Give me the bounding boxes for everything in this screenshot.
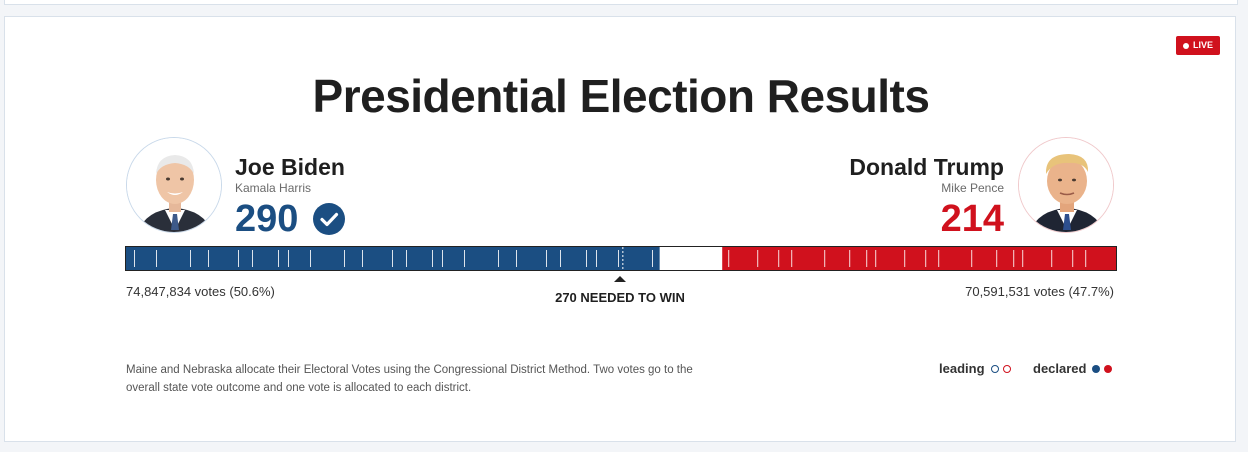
declared-red-dot-icon	[1104, 364, 1113, 373]
right-electoral-votes: 214	[940, 198, 1004, 240]
declared-blue-dot-icon	[1092, 364, 1101, 373]
state-divider	[996, 250, 998, 267]
state-divider	[190, 250, 191, 267]
state-divider	[238, 250, 239, 267]
win-threshold-label: 270 NEEDED TO WIN	[555, 290, 685, 305]
live-badge: LIVE	[1176, 36, 1220, 55]
state-divider	[516, 250, 517, 267]
candidate-photo-icon	[127, 138, 221, 232]
right-running-mate: Mike Pence	[941, 181, 1004, 195]
leading-red-dot-icon	[1002, 364, 1011, 373]
state-divider	[208, 250, 209, 267]
state-divider	[498, 250, 499, 267]
state-divider	[344, 250, 345, 267]
biden-avatar	[126, 137, 222, 233]
state-divider	[546, 250, 547, 267]
state-divider	[728, 250, 730, 267]
legend-declared-label: declared	[1033, 361, 1087, 376]
winner-check-icon	[313, 203, 345, 235]
footnote: Maine and Nebraska allocate their Electo…	[126, 364, 693, 394]
state-divider	[586, 250, 587, 267]
state-divider	[252, 250, 253, 267]
candidate-photo-icon	[1019, 138, 1113, 232]
state-divider	[406, 250, 407, 267]
state-divider	[1051, 250, 1053, 267]
left-popular-votes: 74,847,834 votes (50.6%)	[126, 284, 275, 299]
state-divider	[904, 250, 906, 267]
state-divider	[824, 250, 826, 267]
state-divider	[925, 250, 927, 267]
live-label: LIVE	[1192, 40, 1213, 50]
state-divider	[1085, 250, 1087, 267]
left-candidate-name: Joe Biden	[235, 154, 345, 180]
state-divider	[362, 250, 363, 267]
right-candidate-name: Donald Trump	[849, 154, 1004, 180]
state-divider	[849, 250, 851, 267]
right-electoral-segment	[722, 247, 1116, 270]
state-divider	[938, 250, 940, 267]
right-popular-votes: 70,591,531 votes (47.7%)	[965, 284, 1114, 299]
legend-declared: declared	[1033, 361, 1113, 376]
state-divider	[310, 250, 311, 267]
state-divider	[791, 250, 793, 267]
state-divider	[971, 250, 973, 267]
page-title: Presidential Election Results	[312, 70, 930, 122]
state-divider	[757, 250, 759, 267]
state-divider	[134, 250, 135, 267]
leading-blue-dot-icon	[990, 364, 999, 373]
left-electoral-votes: 290	[235, 198, 299, 240]
election-results-card: LIVE Presidential Election Results Joe B…	[4, 16, 1236, 442]
trump-avatar	[1018, 137, 1114, 233]
left-running-mate: Kamala Harris	[235, 181, 312, 195]
electoral-vote-bar	[125, 246, 1117, 271]
state-divider	[392, 250, 393, 267]
state-divider	[442, 250, 443, 267]
state-divider	[596, 250, 597, 267]
state-divider	[866, 250, 868, 267]
win-threshold-marker-icon	[614, 276, 626, 282]
state-divider	[875, 250, 877, 267]
state-divider	[156, 250, 157, 267]
state-divider	[1022, 250, 1024, 267]
state-divider	[1072, 250, 1074, 267]
legend-leading-label: leading	[939, 361, 985, 376]
state-divider	[652, 250, 653, 267]
state-divider	[1013, 250, 1015, 267]
state-divider	[778, 250, 780, 267]
state-divider	[432, 250, 433, 267]
legend-leading: leading	[939, 361, 1011, 376]
state-divider	[560, 250, 561, 267]
state-divider	[288, 250, 289, 267]
previous-card-edge	[4, 0, 1238, 5]
state-divider	[278, 250, 279, 267]
state-divider	[618, 250, 619, 267]
live-dot-icon	[1182, 42, 1189, 49]
state-divider	[464, 250, 465, 267]
